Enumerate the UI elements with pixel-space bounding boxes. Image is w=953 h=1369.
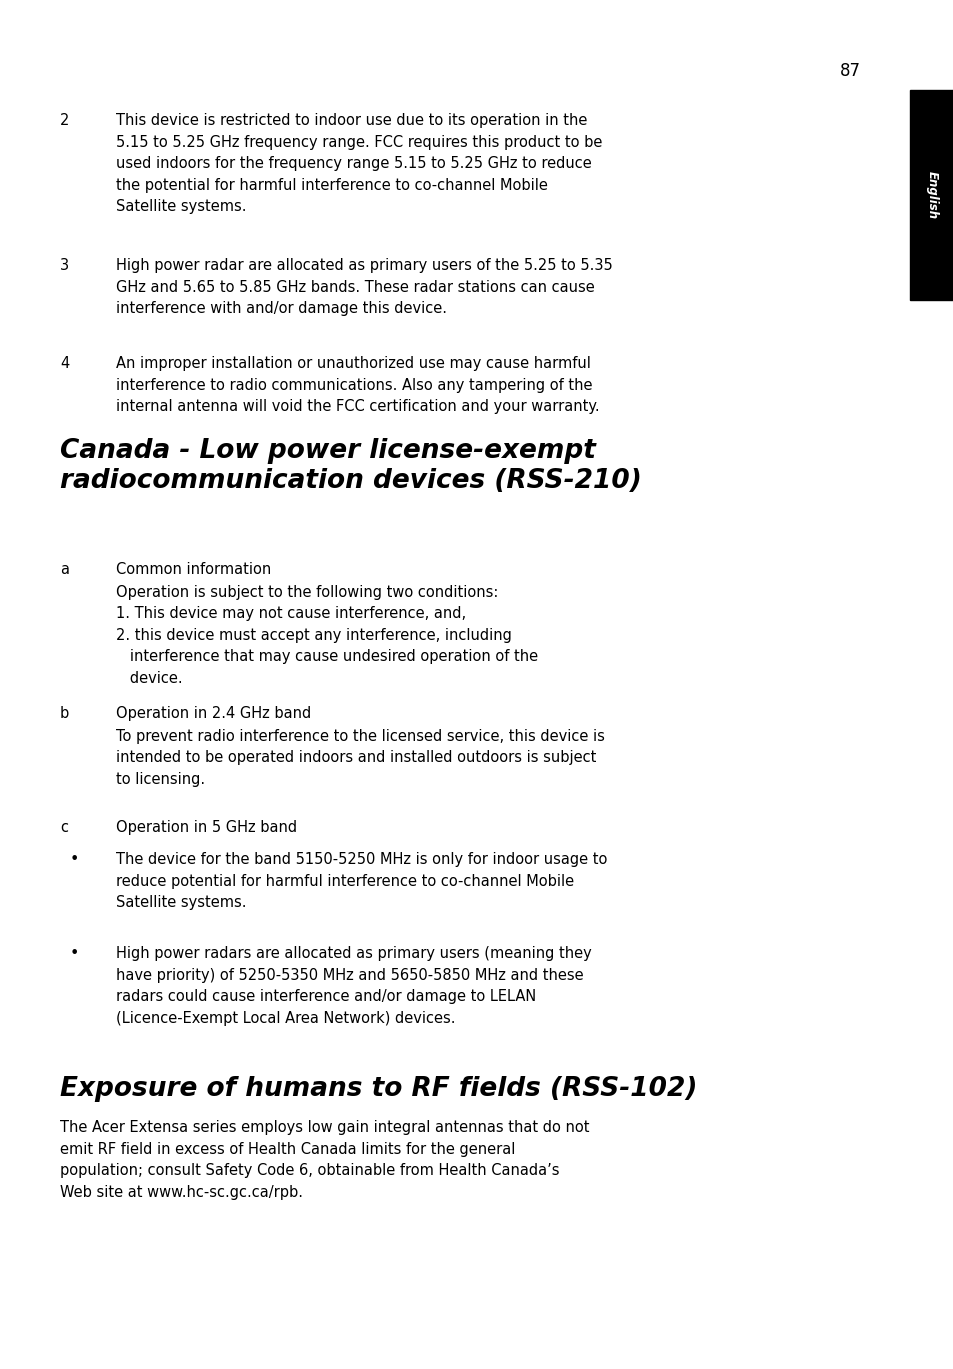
Text: The device for the band 5150-5250 MHz is only for indoor usage to
reduce potenti: The device for the band 5150-5250 MHz is…: [116, 852, 607, 910]
Text: This device is restricted to indoor use due to its operation in the
5.15 to 5.25: This device is restricted to indoor use …: [116, 114, 601, 215]
Text: a: a: [60, 563, 69, 576]
Text: 3: 3: [60, 257, 69, 272]
Text: Canada - Low power license-exempt
radiocommunication devices (RSS-210): Canada - Low power license-exempt radioc…: [60, 438, 641, 494]
Text: Operation in 5 GHz band: Operation in 5 GHz band: [116, 820, 296, 835]
Text: c: c: [60, 820, 68, 835]
Text: Operation is subject to the following two conditions:
1. This device may not cau: Operation is subject to the following tw…: [116, 585, 537, 686]
Text: 87: 87: [840, 62, 861, 79]
Text: 2: 2: [60, 114, 70, 127]
Text: To prevent radio interference to the licensed service, this device is
intended t: To prevent radio interference to the lic…: [116, 728, 604, 787]
Text: English: English: [924, 171, 938, 219]
Text: b: b: [60, 706, 70, 721]
Text: Exposure of humans to RF fields (RSS-102): Exposure of humans to RF fields (RSS-102…: [60, 1076, 697, 1102]
Text: The Acer Extensa series employs low gain integral antennas that do not
emit RF f: The Acer Extensa series employs low gain…: [60, 1120, 589, 1199]
Bar: [909, 90, 953, 300]
Text: •: •: [70, 946, 79, 961]
Text: 4: 4: [60, 356, 70, 371]
Text: High power radar are allocated as primary users of the 5.25 to 5.35
GHz and 5.65: High power radar are allocated as primar…: [116, 257, 612, 316]
Text: High power radars are allocated as primary users (meaning they
have priority) of: High power radars are allocated as prima…: [116, 946, 591, 1025]
Text: Operation in 2.4 GHz band: Operation in 2.4 GHz band: [116, 706, 311, 721]
Text: An improper installation or unauthorized use may cause harmful
interference to r: An improper installation or unauthorized…: [116, 356, 599, 415]
Text: Common information: Common information: [116, 563, 271, 576]
Text: •: •: [70, 852, 79, 867]
